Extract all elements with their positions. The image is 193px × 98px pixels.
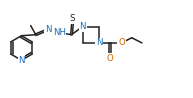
Text: N: N [45, 25, 51, 34]
Text: S: S [70, 14, 75, 23]
Text: O: O [118, 38, 125, 47]
Text: N: N [80, 22, 86, 31]
Text: N: N [18, 56, 25, 65]
Text: NH: NH [53, 28, 66, 37]
Text: N: N [96, 38, 102, 47]
Text: O: O [107, 54, 114, 63]
